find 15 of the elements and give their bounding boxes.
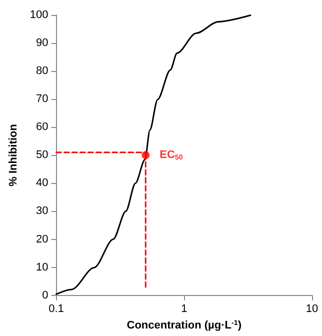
y-tick-label: 50 <box>36 149 48 162</box>
y-tick-label: 0 <box>42 289 48 302</box>
y-tick-label: 90 <box>36 37 48 50</box>
y-tick-label: 80 <box>36 65 48 78</box>
y-tick-label: 30 <box>36 205 48 218</box>
x-tick-label: 10 <box>306 302 318 315</box>
y-tick-label: 40 <box>36 177 48 190</box>
x-tick-label: 1 <box>181 302 188 315</box>
y-tick-label: 20 <box>36 233 48 246</box>
y-tick-label: 100 <box>30 9 48 21</box>
x-tick-label: 0.1 <box>48 302 64 315</box>
y-tick-label: 60 <box>36 121 48 134</box>
y-tick-label: 10 <box>36 261 48 274</box>
y-axis-title: % Inhibition <box>8 124 20 186</box>
y-tick-label: 70 <box>36 93 48 106</box>
